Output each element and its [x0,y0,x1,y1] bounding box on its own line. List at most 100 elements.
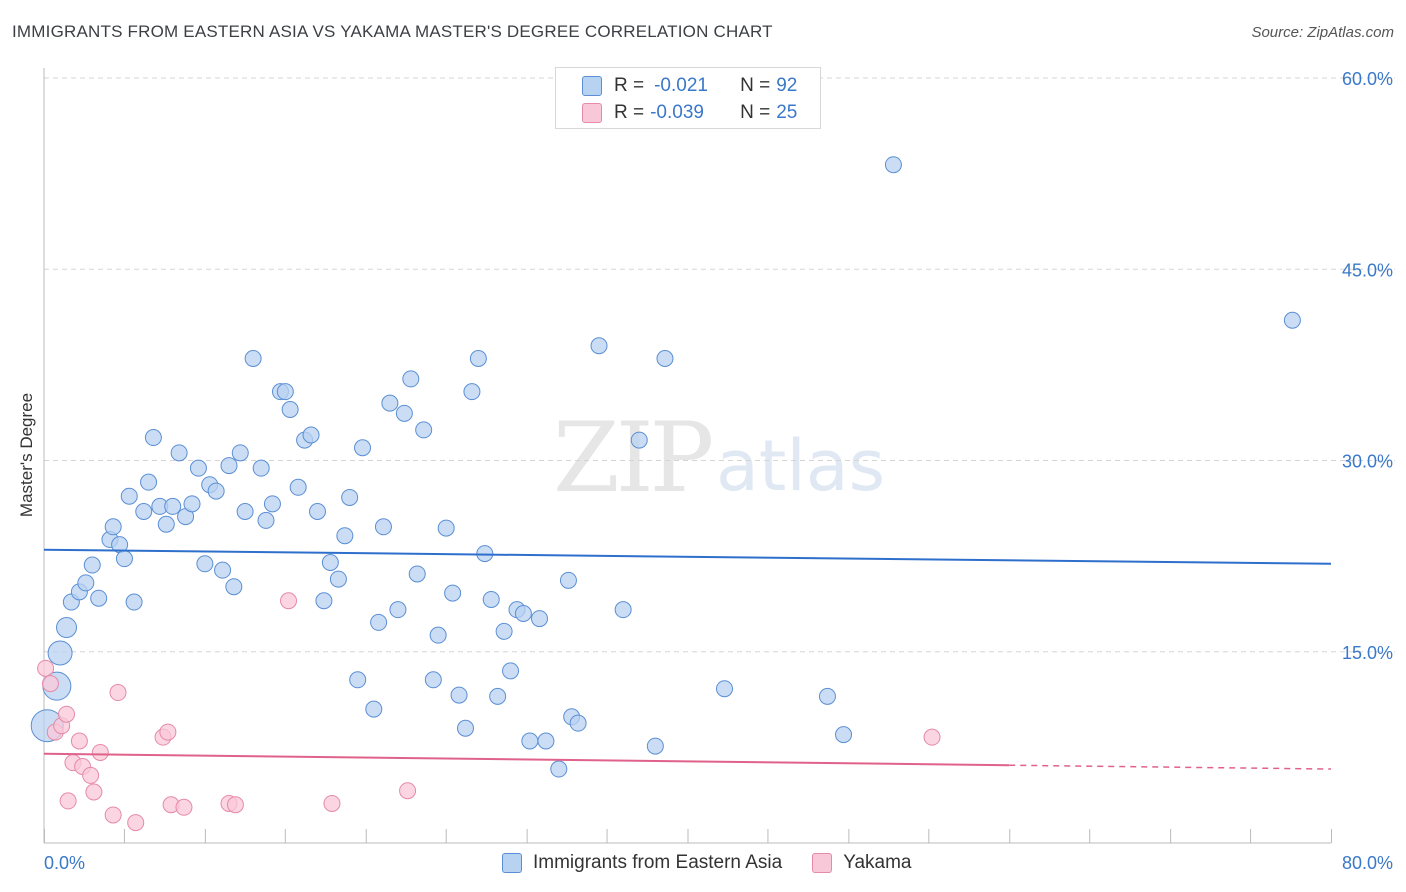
point-eastern-asia [321,554,339,571]
point-eastern-asia [559,571,577,589]
point-eastern-asia [336,527,354,545]
point-eastern-asia [489,687,507,705]
point-yakama [175,798,193,816]
point-eastern-asia [646,737,664,755]
watermark-zip: ZIP [553,402,714,514]
legend-r-value: -0.039 [650,102,704,123]
legend-item-eastern-asia[interactable]: Immigrants from Eastern Asia [502,852,782,874]
point-eastern-asia [502,662,520,680]
legend-n-value: 92 [776,75,798,96]
point-eastern-asia [521,732,539,750]
point-eastern-asia [289,478,307,496]
watermark-atlas: atlas [716,425,886,507]
point-eastern-asia [263,495,281,513]
correlation-legend: R = -0.021 N = 92 R = -0.039 N = 25 [555,67,821,129]
trendline-yakama [43,752,1010,767]
point-eastern-asia [220,457,238,475]
point-eastern-asia [818,687,836,705]
legend-swatch-pink [582,103,602,123]
point-eastern-asia [329,570,347,588]
point-eastern-asia [408,565,426,583]
legend-label-yakama: Yakama [843,852,912,873]
trendline-extension-yakama [1009,764,1332,770]
legend-row-blue: R = -0.021 N = 92 [582,75,797,97]
point-yakama [91,743,109,761]
point-eastern-asia [257,511,275,529]
point-eastern-asia [482,590,500,608]
point-eastern-asia [402,370,420,388]
legend-item-yakama[interactable]: Yakama [812,852,912,874]
legend-swatch-eastern-asia [502,853,522,873]
series-legend: Immigrants from Eastern Asia Yakama [502,852,942,874]
point-yakama [37,659,55,677]
point-eastern-asia [308,503,326,520]
point-eastern-asia [144,429,162,447]
point-eastern-asia [370,613,388,631]
point-eastern-asia [469,350,487,367]
point-eastern-asia [395,404,413,422]
point-eastern-asia [276,383,294,401]
point-eastern-asia [252,459,270,477]
point-yakama [280,592,298,610]
point-eastern-asia [530,610,548,628]
point-eastern-asia [164,497,182,515]
point-eastern-asia [104,518,122,536]
point-eastern-asia [225,578,243,596]
point-eastern-asia [590,337,608,355]
point-eastern-asia [569,714,587,732]
point-yakama [85,783,103,801]
point-eastern-asia [196,555,214,573]
x-tick-label: 80.0% [1342,853,1393,873]
point-eastern-asia [444,584,462,602]
x-tick-label: 0.0% [44,853,85,873]
point-eastern-asia [183,495,201,513]
point-eastern-asia [315,592,333,610]
legend-n-label: N = [740,75,771,96]
point-eastern-asia [415,421,433,439]
point-yakama [323,794,341,812]
point-eastern-asia [77,574,95,592]
point-eastern-asia [437,519,455,537]
legend-row-pink: R = -0.039 N = 25 [582,102,797,124]
chart-title: IMMIGRANTS FROM EASTERN ASIA VS YAKAMA M… [12,22,773,41]
point-eastern-asia [349,671,367,689]
point-eastern-asia [495,622,513,640]
point-eastern-asia [456,719,474,737]
point-eastern-asia [302,426,320,444]
point-eastern-asia [550,760,568,778]
legend-label-eastern-asia: Immigrants from Eastern Asia [533,852,783,873]
point-yakama [127,814,145,832]
y-tick-label: 30.0% [1342,452,1393,472]
source-label: Source: ZipAtlas.com [1251,24,1394,41]
point-yakama [59,792,77,810]
point-eastern-asia [835,726,853,744]
legend-swatch-blue [582,76,602,96]
point-eastern-asia [381,394,399,412]
point-eastern-asia [374,518,392,536]
point-eastern-asia [365,700,383,718]
point-eastern-asia [424,671,442,689]
point-eastern-asia [244,350,262,367]
point-eastern-asia [214,561,232,579]
point-eastern-asia [614,601,632,619]
legend-n-label: N = [740,102,771,123]
point-eastern-asia [120,487,138,505]
point-yakama [923,728,941,746]
legend-n-value: 25 [776,102,798,123]
point-eastern-asia [716,680,734,698]
point-eastern-asia [450,686,468,704]
legend-r-value: -0.021 [654,75,708,96]
point-eastern-asia [207,482,225,500]
point-yakama [58,705,76,723]
point-eastern-asia [140,473,158,491]
point-eastern-asia [170,444,188,462]
point-yakama [159,723,177,741]
point-yakama [109,684,127,702]
y-tick-label: 60.0% [1342,69,1393,89]
point-eastern-asia [354,439,372,457]
point-eastern-asia [236,503,254,520]
point-eastern-asia [884,156,902,174]
point-eastern-asia [157,515,175,533]
point-eastern-asia [630,431,648,449]
